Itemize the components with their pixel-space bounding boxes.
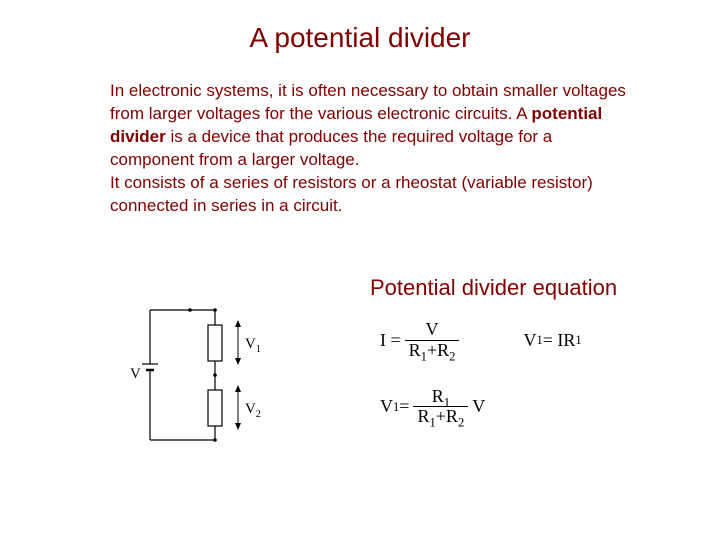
circuit-label-v: V <box>130 366 141 382</box>
para-part-3: It consists of a series of resistors or … <box>110 173 593 215</box>
equation-v1-final: V1 = R1 R1+R2 V <box>380 387 485 428</box>
eq3-eq: = <box>399 396 409 417</box>
para-part-2: is a device that produces the required v… <box>110 127 552 169</box>
eq1-denominator: R1+R2 <box>405 340 460 361</box>
circuit-label-v1: V1 <box>245 336 261 355</box>
eq1-lhs: I = <box>380 330 401 351</box>
description-paragraph: In electronic systems, it is often neces… <box>110 80 630 218</box>
equation-current: I = V R1+R2 <box>380 320 463 361</box>
equations-block: I = V R1+R2 V1 = IR1 V1 = R1 R1+R2 <box>380 320 582 453</box>
eq3-numerator: R1 <box>428 387 454 407</box>
circuit-diagram: V V1 V2 <box>120 290 300 460</box>
circuit-label-v2: V2 <box>245 401 261 420</box>
equation-v1-ir: V1 = IR1 <box>523 330 581 351</box>
eq3-v: V <box>380 396 393 417</box>
eq3-denominator: R1+R2 <box>413 406 468 427</box>
equation-row-1: I = V R1+R2 V1 = IR1 <box>380 320 582 361</box>
page-title: A potential divider <box>0 22 720 54</box>
eq2-v: V <box>523 330 536 351</box>
equation-heading: Potential divider equation <box>370 275 617 301</box>
eq1-fraction: V R1+R2 <box>405 320 460 361</box>
eq1-numerator: V <box>422 320 443 340</box>
eq3-trail: V <box>472 396 485 417</box>
equation-row-2: V1 = R1 R1+R2 V <box>380 387 582 428</box>
eq3-fraction: R1 R1+R2 <box>413 387 468 428</box>
eq2-rest: = IR <box>543 330 576 351</box>
